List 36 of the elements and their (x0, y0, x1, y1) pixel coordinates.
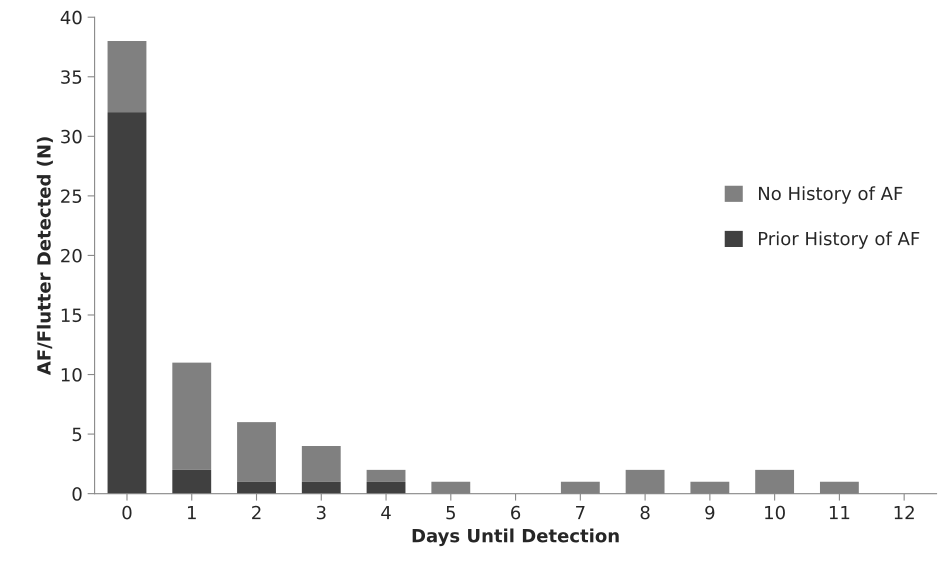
y-tick-label: 25 (61, 189, 82, 203)
x-tick-label: 4 (381, 506, 391, 520)
bar (366, 482, 406, 494)
y-axis-title: AF/Flutter Detected (N) (36, 137, 53, 376)
x-tick-label: 10 (765, 506, 785, 520)
x-tick-label: 12 (894, 506, 914, 520)
y-tick-label: 40 (60, 10, 82, 24)
y-tick-label: 30 (61, 130, 82, 144)
y-tick-label: 0 (72, 487, 82, 501)
x-tick-label: 2 (252, 506, 260, 520)
bar (302, 482, 341, 494)
x-tick-label: 8 (640, 506, 650, 520)
x-axis-title: Days Until Detection (412, 528, 619, 546)
x-tick-label: 1 (188, 506, 196, 520)
x-tick-label: 6 (511, 506, 520, 520)
bar (172, 470, 212, 494)
x-tick-label: 7 (576, 506, 585, 520)
bar (108, 112, 146, 494)
x-tick-label: 11 (830, 506, 850, 520)
bar (172, 362, 212, 470)
legend-label: Prior History of AF (758, 231, 920, 249)
bar (302, 446, 341, 482)
bar (366, 470, 406, 482)
bar (237, 482, 276, 494)
y-tick-label: 15 (62, 308, 82, 322)
bar (108, 41, 146, 113)
x-tick-label: 9 (705, 506, 714, 520)
legend-label: No History of AF (758, 186, 902, 204)
x-tick-label: 5 (446, 506, 455, 520)
y-tick-label: 10 (62, 368, 82, 382)
y-tick-label: 20 (61, 248, 82, 263)
bar (237, 422, 276, 482)
x-tick-label: 3 (316, 506, 326, 520)
x-tick-label: 0 (122, 506, 132, 520)
y-tick-label: 35 (61, 70, 82, 84)
y-tick-label: 5 (72, 428, 82, 442)
